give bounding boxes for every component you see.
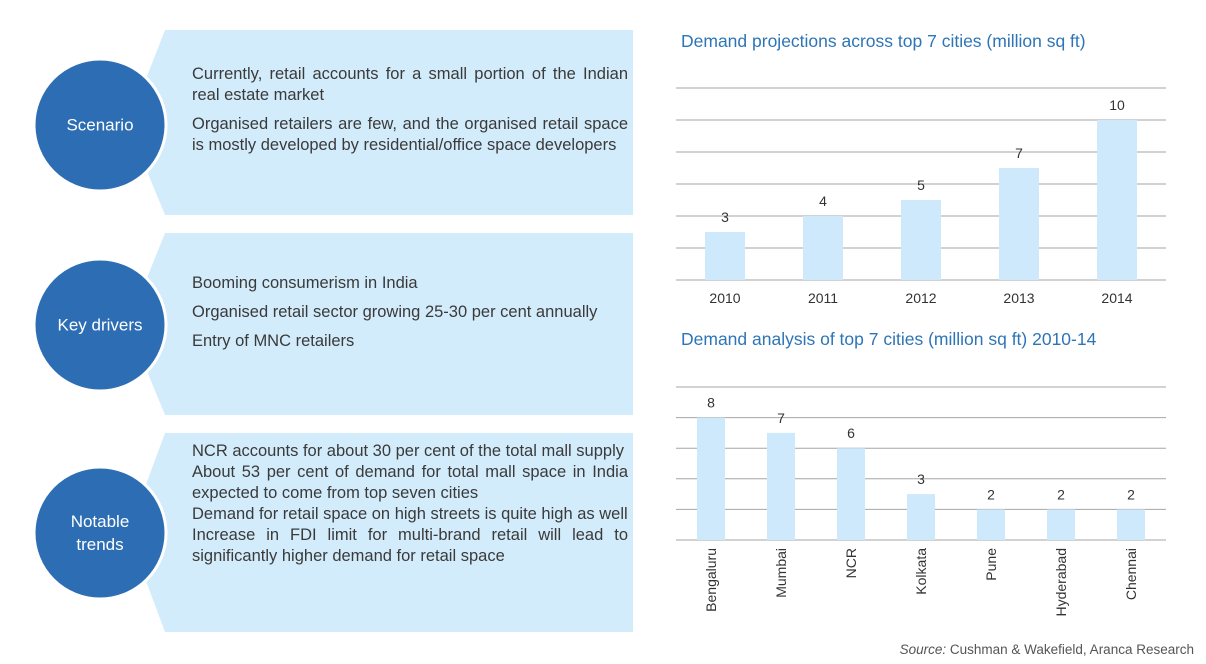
x-tick-label: 2011 xyxy=(808,290,838,306)
x-tick-label: Kolkata xyxy=(913,548,929,595)
bar xyxy=(837,448,865,540)
panel-circle xyxy=(32,465,168,601)
panel-label: Scenario xyxy=(66,115,134,135)
panel-point: Demand for retail space on high streets … xyxy=(192,505,628,523)
source-text: Cushman & Wakefield, Aranca Research xyxy=(949,642,1194,657)
value-label: 6 xyxy=(847,425,855,441)
bar xyxy=(977,509,1005,540)
x-tick-label: Hyderabad xyxy=(1053,548,1069,617)
value-label: 2 xyxy=(1127,486,1135,502)
bar xyxy=(697,417,725,540)
panel-text: Currently, retail accounts for a small p… xyxy=(192,64,628,164)
bar xyxy=(1117,509,1145,540)
panel-point: Increase in FDI limit for multi-brand re… xyxy=(192,526,628,565)
bar xyxy=(907,494,935,540)
x-tick-label: Mumbai xyxy=(773,548,789,598)
panel-label: Notable trends xyxy=(70,512,130,554)
panel-point: About 53 per cent of demand for total ma… xyxy=(192,463,628,502)
value-label: 7 xyxy=(777,410,785,426)
chart-title: Demand projections across top 7 cities (… xyxy=(681,31,1086,51)
panel-shape xyxy=(128,30,633,215)
chart-title: Demand analysis of top 7 cities (million… xyxy=(681,329,1097,349)
x-tick-label: 2010 xyxy=(709,290,740,306)
panel-circle xyxy=(32,57,168,193)
panel-point: Entry of MNC retailers xyxy=(192,332,355,350)
panel-point: Organised retail sector growing 25-30 pe… xyxy=(192,303,598,321)
panel-shape xyxy=(128,433,633,632)
bar xyxy=(767,432,795,540)
x-tick-label: Chennai xyxy=(1123,548,1139,600)
panel-point: Organised retailers are few, and the org… xyxy=(192,115,628,154)
source-label: Source: xyxy=(899,642,947,657)
panel-circle xyxy=(32,257,168,393)
panel-point: Booming consumerism in India xyxy=(192,274,418,292)
x-tick-label: 2014 xyxy=(1101,290,1132,306)
bar xyxy=(705,232,745,280)
panel-text: NCR accounts for about 30 per cent of th… xyxy=(192,441,628,567)
panel-text: Booming consumerism in India Organised re… xyxy=(192,273,628,360)
value-label: 7 xyxy=(1015,145,1023,161)
panel-label: Key drivers xyxy=(57,315,143,335)
value-label: 2 xyxy=(987,486,995,502)
panel-point: Currently, retail accounts for a small p… xyxy=(192,65,628,104)
bar xyxy=(901,200,941,280)
bar xyxy=(1047,509,1075,540)
value-label: 3 xyxy=(917,471,925,487)
value-label: 2 xyxy=(1057,486,1065,502)
bar xyxy=(1097,120,1137,280)
value-label: 10 xyxy=(1109,97,1125,113)
bar xyxy=(999,168,1039,280)
x-tick-label: 2012 xyxy=(905,290,936,306)
value-label: 4 xyxy=(819,193,827,209)
x-tick-label: Pune xyxy=(983,548,999,581)
x-tick-label: NCR xyxy=(843,548,859,578)
value-label: 5 xyxy=(917,177,925,193)
value-label: 3 xyxy=(721,209,729,225)
source: Source: Cushman & Wakefield, Aranca Rese… xyxy=(900,642,1194,657)
x-tick-label: Bengaluru xyxy=(703,548,719,612)
x-tick-label: 2013 xyxy=(1003,290,1034,306)
panel-point: NCR accounts for about 30 per cent of th… xyxy=(192,442,624,460)
panel-shape xyxy=(128,233,633,415)
bar xyxy=(803,216,843,280)
value-label: 8 xyxy=(707,395,715,411)
